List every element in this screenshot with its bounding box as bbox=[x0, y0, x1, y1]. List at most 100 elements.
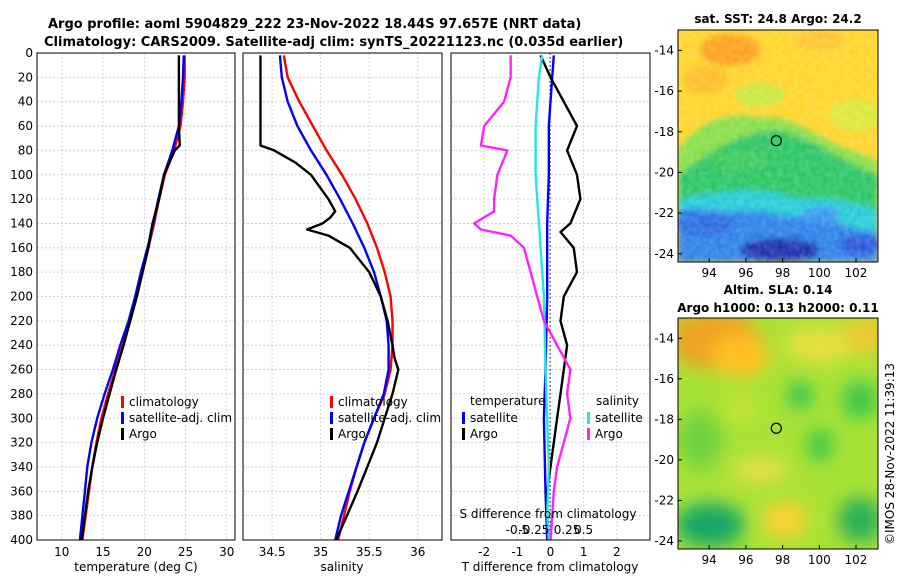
depth-tick-label: 400 bbox=[10, 533, 33, 547]
depth-tick-label: 180 bbox=[10, 265, 33, 279]
depth-tick-label: 120 bbox=[10, 192, 33, 206]
sla-map: Altim. SLA: 0.14 Argo h1000: 0.13 h2000:… bbox=[654, 283, 879, 567]
salinity-xlabel: salinity bbox=[320, 560, 363, 574]
temperature-panel: 0 20 40 60 80 100 120 140 160 180 200 220 240 260 280 3… bbox=[10, 46, 236, 574]
map-x-tick-label: 102 bbox=[845, 553, 868, 567]
depth-tick-label: 40 bbox=[18, 95, 33, 109]
depth-tick-label: 0 bbox=[25, 46, 33, 60]
difference-lines bbox=[473, 54, 582, 540]
depth-tick-label: 360 bbox=[10, 484, 33, 498]
x-tick-label: -1 bbox=[511, 545, 523, 559]
salinity-lines bbox=[259, 55, 400, 540]
depth-tick-label: 340 bbox=[10, 460, 33, 474]
map-y-tick-label: -18 bbox=[654, 412, 674, 426]
map-y-tick-label: -16 bbox=[654, 84, 674, 98]
series-line-argo bbox=[80, 55, 181, 540]
depth-tick-label: 320 bbox=[10, 436, 33, 450]
x-tick-label: 0 bbox=[547, 545, 555, 559]
legend-swatch-temp-argo bbox=[462, 428, 465, 440]
temperature-grid bbox=[37, 52, 235, 541]
depth-tick-label: 300 bbox=[10, 411, 33, 425]
depth-tick-label: 220 bbox=[10, 314, 33, 328]
map-x-tick-label: 94 bbox=[702, 266, 717, 280]
legend-header-temperature: temperature bbox=[470, 394, 545, 408]
x-tick-label: 25 bbox=[178, 545, 193, 559]
legend-label-sal-satellite: satellite bbox=[595, 411, 643, 425]
sla-field bbox=[678, 318, 878, 549]
map-y-tick-label: -14 bbox=[654, 331, 674, 345]
salinity-difference-tick-labels: -0.5-0.25 0.250.5 bbox=[506, 523, 594, 537]
sla-map-title-2: Argo h1000: 0.13 h2000: 0.11 bbox=[677, 301, 878, 315]
depth-tick-label: 260 bbox=[10, 363, 33, 377]
map-x-tick-label: 94 bbox=[702, 553, 717, 567]
x-tick-label: -2 bbox=[478, 545, 490, 559]
depth-tick-label: 380 bbox=[10, 509, 33, 523]
salinity-panel: 34.5 35 35.5 36 salinity climatology satell… bbox=[242, 52, 443, 574]
title-line-1: Argo profile: aoml 5904829_222 23-Nov-20… bbox=[48, 17, 581, 32]
series-line-argo bbox=[259, 55, 400, 540]
legend-label-satellite: satellite-adj. clim bbox=[338, 411, 441, 425]
sst-map: sat. SST: 24.8 Argo: 24.2 9 bbox=[654, 12, 879, 280]
legend-swatch-sal-argo bbox=[587, 428, 590, 440]
map-x-tick-label: 98 bbox=[775, 553, 790, 567]
legend-label-climatology: climatology bbox=[338, 395, 408, 409]
map-y-tick-label: -22 bbox=[654, 493, 674, 507]
map-y-tick-label: -20 bbox=[654, 165, 674, 179]
difference-x-tick-labels: -2 -1 0 1 2 bbox=[478, 545, 620, 559]
legend-swatch-satellite bbox=[121, 412, 124, 424]
salinity-grid bbox=[243, 52, 442, 541]
depth-tick-label: 100 bbox=[10, 168, 33, 182]
temperature-x-tick-labels: 10 15 20 25 30 bbox=[54, 545, 234, 559]
sst-map-frame bbox=[677, 29, 879, 263]
series-line-temperature-satellite bbox=[542, 55, 555, 540]
series-line-temperature-argo bbox=[539, 54, 582, 540]
depth-tick-labels: 0 20 40 60 80 100 120 140 160 180 200 220 240 260 280 3… bbox=[10, 46, 33, 547]
legend-swatch-sal-satellite bbox=[587, 412, 590, 424]
map-y-tick-label: -18 bbox=[654, 125, 674, 139]
map-y-tick-label: -24 bbox=[654, 247, 674, 261]
sst-map-title: sat. SST: 24.8 Argo: 24.2 bbox=[694, 12, 861, 26]
legend-label-temp-satellite: satellite bbox=[470, 411, 518, 425]
difference-legend: temperature salinity satellite Argo sate… bbox=[462, 394, 643, 441]
map-y-tick-label: -14 bbox=[654, 43, 674, 57]
sla-map-frame bbox=[677, 317, 879, 550]
depth-tick-label: 160 bbox=[10, 241, 33, 255]
title-line-2: Climatology: CARS2009. Satellite-adj cli… bbox=[44, 35, 623, 50]
sla-map-ticks: 94 96 98 100 102 -14 -16 -18 -20 -22 -24 bbox=[654, 331, 867, 567]
legend-swatch-climatology bbox=[330, 396, 333, 408]
series-line-satellite-adj-clim bbox=[78, 55, 185, 540]
temperature-difference-label: T difference from climatology bbox=[461, 560, 639, 574]
map-x-tick-label: 98 bbox=[775, 266, 790, 280]
legend-label-argo: Argo bbox=[338, 427, 366, 441]
sla-map-title-1: Altim. SLA: 0.14 bbox=[724, 283, 833, 297]
sst-map-ticks: 94 96 98 100 102 -14 -16 -18 -20 -22 -24 bbox=[654, 43, 867, 280]
depth-tick-label: 60 bbox=[18, 119, 33, 133]
x-tick-label: 35 bbox=[313, 545, 328, 559]
map-y-tick-label: -20 bbox=[654, 453, 674, 467]
legend-swatch-temp-satellite bbox=[462, 412, 465, 424]
x-tick-label: 10 bbox=[54, 545, 69, 559]
x2-tick-label: 0.25 bbox=[554, 523, 581, 537]
depth-tick-label: 240 bbox=[10, 338, 33, 352]
salinity-legend: climatology satellite-adj. clim Argo bbox=[330, 395, 441, 441]
legend-label-climatology: climatology bbox=[129, 395, 199, 409]
temperature-legend: climatology satellite-adj. clim Argo bbox=[121, 395, 232, 441]
map-x-tick-label: 96 bbox=[738, 266, 753, 280]
x-tick-label: 15 bbox=[95, 545, 110, 559]
x-tick-label: 1 bbox=[580, 545, 588, 559]
legend-header-salinity: salinity bbox=[596, 394, 639, 408]
legend-label-temp-argo: Argo bbox=[470, 427, 498, 441]
x-tick-label: 35.5 bbox=[356, 545, 383, 559]
x-tick-label: 36 bbox=[410, 545, 425, 559]
map-y-tick-label: -16 bbox=[654, 372, 674, 386]
map-x-tick-label: 102 bbox=[845, 266, 868, 280]
series-line-salinity-argo bbox=[473, 55, 572, 540]
x-tick-label: 2 bbox=[613, 545, 621, 559]
legend-swatch-climatology bbox=[121, 396, 124, 408]
depth-tick-label: 200 bbox=[10, 290, 33, 304]
legend-swatch-argo bbox=[330, 428, 333, 440]
salinity-frame bbox=[242, 52, 443, 541]
depth-tick-label: 280 bbox=[10, 387, 33, 401]
x-tick-label: 34.5 bbox=[259, 545, 286, 559]
